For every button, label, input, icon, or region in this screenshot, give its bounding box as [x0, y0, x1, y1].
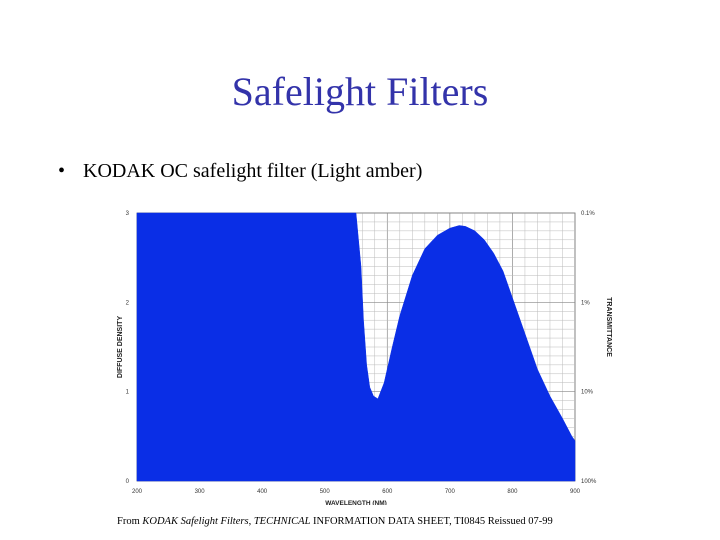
density-chart: 200 300 400 500 600 700 800 900 0 1 2 3 0.1% 1% 10% 100…	[117, 211, 612, 505]
chart-area: 200 300 400 500 600 700 800 900 0 1 2 3 0.1% 1% 10% 100…	[108, 200, 618, 505]
y2-tick-label: 0.1%	[581, 211, 595, 217]
x-axis-label: WAVELENGTH (NM)	[325, 500, 387, 505]
x-tick-label: 700	[445, 489, 456, 495]
x-tick-label: 400	[257, 489, 268, 495]
y2-tick-label: 100%	[581, 479, 597, 485]
bullet-item: • KODAK OC safelight filter (Light amber)	[58, 160, 422, 183]
y2-tick-label: 1%	[581, 300, 590, 306]
caption-sep: ,	[248, 516, 254, 527]
caption-source: KODAK Safelight Filters	[142, 516, 249, 527]
x-tick-label: 900	[570, 489, 581, 495]
x-tick-label: 300	[195, 489, 206, 495]
x-tick-label: 500	[320, 489, 331, 495]
slide-title: Safelight Filters	[231, 69, 489, 114]
y-tick-label: 3	[126, 211, 130, 217]
y-tick-label: 1	[126, 390, 130, 396]
bullet-symbol: •	[58, 160, 66, 182]
y2-axis-label: TRANSMITTANCE	[605, 297, 612, 357]
x-tick-label: 800	[507, 489, 518, 495]
caption-prefix: From	[117, 516, 143, 527]
caption-tech: TECHNICAL	[253, 516, 311, 527]
y-tick-label: 2	[126, 300, 130, 306]
source-caption: From KODAK Safelight Filters, TECHNICAL …	[117, 516, 553, 527]
y2-tick-label: 10%	[581, 390, 594, 396]
x-tick-label: 200	[132, 489, 143, 495]
caption-rest: INFORMATION DATA SHEET, TI0845 Reissued …	[310, 516, 553, 527]
bullet-text: KODAK OC safelight filter (Light amber)	[83, 160, 423, 182]
y-axis-label: DIFFUSE DENSITY	[117, 316, 124, 379]
y-tick-label: 0	[126, 479, 130, 485]
density-curve-area	[136, 212, 576, 482]
x-tick-label: 600	[382, 489, 393, 495]
